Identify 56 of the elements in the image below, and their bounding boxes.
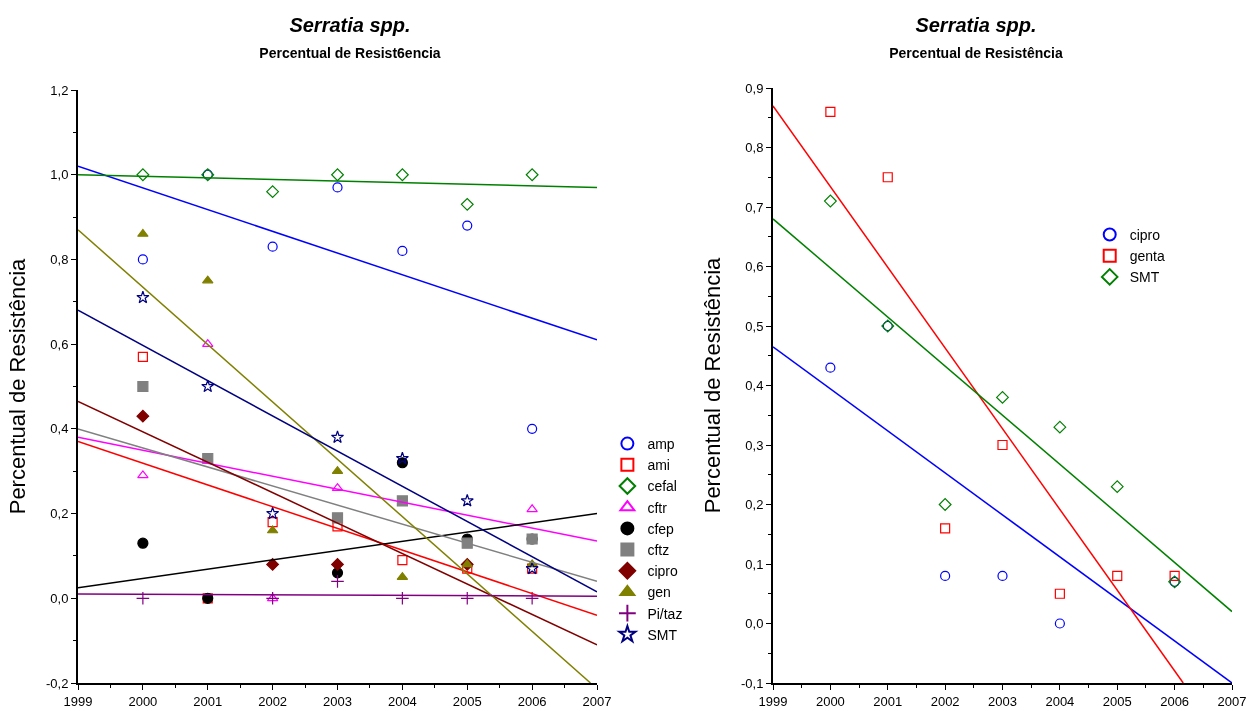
legend-label: cftz bbox=[647, 542, 670, 559]
x-tick-label: 2004 bbox=[1045, 693, 1075, 709]
x-tick-label: 2000 bbox=[815, 693, 845, 709]
legend-label: Pi/taz bbox=[647, 605, 683, 622]
y-tick-label: 0,5 bbox=[745, 318, 764, 334]
y-tick-label: 0,4 bbox=[50, 421, 69, 437]
y-tick-label: 0,6 bbox=[745, 259, 764, 275]
chart-title: Serratia spp. bbox=[915, 14, 1037, 36]
y-tick-label: 0,2 bbox=[50, 506, 69, 522]
x-tick-label: 2002 bbox=[258, 693, 288, 709]
y-tick-label: 0,7 bbox=[745, 199, 764, 215]
legend-label: cipro bbox=[647, 563, 678, 580]
legend-label: SMT bbox=[1129, 269, 1160, 286]
x-tick-label: 2007 bbox=[1217, 693, 1247, 709]
y-tick-label: 0,0 bbox=[50, 590, 69, 606]
y-tick-label: 0,4 bbox=[745, 378, 764, 394]
legend-label: cipro bbox=[1129, 226, 1161, 243]
y-tick-label: 0,0 bbox=[745, 616, 764, 632]
y-tick-label: -0,1 bbox=[740, 675, 764, 691]
legend-label: cfep bbox=[647, 520, 675, 537]
legend-label: cftr bbox=[647, 499, 668, 516]
x-tick-label: 2002 bbox=[930, 693, 960, 709]
y-tick-label: 0,9 bbox=[745, 80, 764, 96]
y-axis-title: Percentual de Resistência bbox=[700, 256, 726, 514]
x-tick-label: 2006 bbox=[1160, 693, 1190, 709]
chart-subtitle: Percentual de Resist6encia bbox=[259, 45, 441, 61]
x-tick-label: 2005 bbox=[452, 693, 482, 709]
y-tick-label: 0,3 bbox=[745, 437, 764, 453]
x-tick-label: 2006 bbox=[517, 693, 547, 709]
x-tick-label: 2004 bbox=[387, 693, 417, 709]
chart-subtitle: Percentual de Resistência bbox=[889, 45, 1063, 61]
y-tick-label: 1,0 bbox=[50, 167, 69, 183]
y-axis-title: Percentual de Resistência bbox=[5, 257, 31, 515]
x-tick-label: 2001 bbox=[873, 693, 903, 709]
chart-title: Serratia spp. bbox=[289, 14, 411, 36]
x-tick-label: 2000 bbox=[128, 693, 158, 709]
legend-label: ami bbox=[647, 457, 670, 474]
x-tick-label: 1999 bbox=[63, 693, 93, 709]
legend-label: amp bbox=[647, 436, 675, 453]
x-tick-label: 2001 bbox=[193, 693, 223, 709]
y-tick-label: 0,6 bbox=[50, 336, 69, 352]
x-tick-label: 2007 bbox=[582, 693, 612, 709]
y-tick-label: 1,2 bbox=[50, 82, 69, 98]
y-tick-label: 0,8 bbox=[745, 140, 764, 156]
x-tick-label: 2003 bbox=[988, 693, 1017, 709]
legend-label: cefal bbox=[647, 478, 677, 495]
legend-label: genta bbox=[1129, 248, 1165, 265]
x-tick-label: 1999 bbox=[758, 693, 788, 709]
y-tick-label: 0,8 bbox=[50, 251, 69, 267]
y-tick-label: 0,2 bbox=[745, 497, 764, 513]
y-tick-label: 0,1 bbox=[745, 556, 764, 572]
legend-label: SMT bbox=[647, 626, 678, 643]
x-tick-label: 2003 bbox=[323, 693, 352, 709]
legend-label: gen bbox=[647, 584, 671, 601]
x-tick-label: 2005 bbox=[1102, 693, 1132, 709]
y-tick-label: -0,2 bbox=[45, 675, 69, 691]
